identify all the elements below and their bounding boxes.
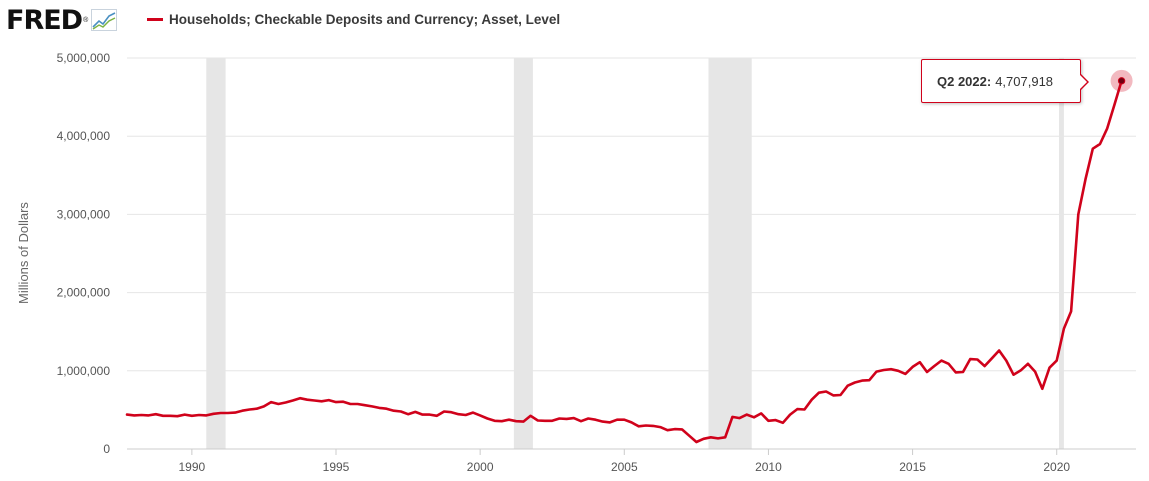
x-tick-label: 1995 [323,460,350,474]
y-tick-label: 4,000,000 [57,129,111,143]
legend-line-swatch [147,18,163,21]
recession-band [206,58,226,449]
tooltip-pointer [1079,73,1089,91]
x-tick-label: 2015 [899,460,926,474]
registered-mark: ® [83,16,89,24]
x-tick-label: 1990 [179,460,206,474]
x-tick-label: 2000 [467,460,494,474]
trend-line-icon [91,9,118,31]
series-legend[interactable]: Households; Checkable Deposits and Curre… [147,12,560,27]
value-tooltip: Q2 2022: 4,707,918 [921,59,1089,103]
legend-series-label: Households; Checkable Deposits and Curre… [169,12,561,27]
tooltip-period: Q2 2022: [937,73,992,89]
x-tick-label: 2005 [611,460,638,474]
y-axis: 0 1,000,000 2,000,000 3,000,000 4,000,000 5,0… [57,51,111,456]
chart-header: FRED ® Households; Checkable Deposits an… [0,0,1149,40]
recession-shading [206,58,1064,449]
recession-band [708,58,752,449]
highlight-marker[interactable] [1117,77,1126,85]
highlight-point[interactable] [1110,69,1133,92]
logo-text: FRED [6,4,83,36]
y-tick-label: 5,000,000 [57,51,111,65]
tooltip-value: 4,707,918 [995,73,1054,89]
y-tick-label: 0 [103,442,110,456]
y-tick-label: 1,000,000 [57,364,111,378]
recession-band [513,58,533,449]
y-axis-label: Millions of Dollars [16,202,31,304]
gridlines [127,57,1136,450]
y-tick-label: 2,000,000 [57,286,111,300]
x-tick-label: 2010 [755,460,782,474]
fred-logo[interactable]: FRED ® [6,2,118,38]
x-axis: 1990 1995 2000 2005 2010 2015 2020 [179,449,1070,474]
x-tick-label: 2020 [1043,460,1070,474]
y-tick-label: 3,000,000 [57,207,111,221]
recession-band [1059,58,1064,449]
series-line[interactable] [125,79,1123,444]
